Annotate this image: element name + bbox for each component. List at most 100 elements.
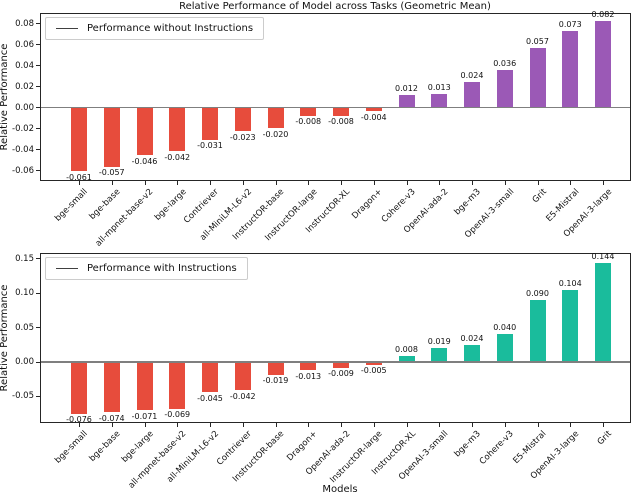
bar <box>365 107 382 112</box>
zero-line <box>41 106 630 109</box>
bar <box>333 107 349 116</box>
bar-value-label: 0.024 <box>460 334 484 344</box>
bar-value-label: -0.042 <box>164 152 191 162</box>
bar <box>71 361 87 414</box>
bar-value-label: -0.045 <box>197 393 223 403</box>
bar-value-label: 0.057 <box>526 36 549 46</box>
bar-value-label: -0.071 <box>131 411 158 421</box>
x-tick <box>406 423 408 427</box>
bar-value-label: 0.082 <box>591 10 615 20</box>
bar-value-label: -0.020 <box>262 129 289 139</box>
plot-area <box>40 13 631 181</box>
bar-value-label: -0.031 <box>197 141 223 151</box>
bar <box>169 107 186 152</box>
y-tick <box>36 292 40 294</box>
bar-value-label: 0.012 <box>395 83 418 93</box>
bar <box>365 361 382 365</box>
x-tick <box>504 181 506 185</box>
x-tick <box>472 423 473 427</box>
bar-value-label: 0.036 <box>493 58 517 68</box>
x-tick <box>439 181 441 185</box>
bar <box>202 361 218 393</box>
y-tick <box>36 361 40 363</box>
x-tick-label: Grit <box>595 429 615 448</box>
x-tick <box>111 423 113 427</box>
y-tick-label: 0.15 <box>15 253 34 264</box>
bar <box>267 361 284 375</box>
y-tick <box>36 65 40 67</box>
bar-value-label: 0.019 <box>427 337 451 347</box>
x-tick-label: Dragon+ <box>285 429 320 464</box>
bar <box>496 334 513 362</box>
y-tick <box>36 170 40 172</box>
x-tick <box>537 423 539 427</box>
x-tick <box>210 181 211 185</box>
bar <box>529 47 546 108</box>
bar <box>529 299 546 362</box>
bar-value-label: 0.144 <box>591 251 615 261</box>
x-tick <box>603 181 604 185</box>
x-tick <box>144 181 146 185</box>
x-tick <box>373 181 375 185</box>
x-tick <box>275 181 277 185</box>
x-tick <box>570 423 572 427</box>
bar-value-label: -0.061 <box>66 172 92 182</box>
y-tick <box>36 107 40 109</box>
x-tick <box>341 181 342 185</box>
bar-value-label: -0.019 <box>262 376 289 386</box>
x-tick <box>341 423 342 427</box>
x-tick <box>177 181 179 185</box>
y-tick <box>36 258 40 260</box>
x-tick-label: bge-base <box>87 429 123 464</box>
x-tick-label: bge-small <box>53 429 91 466</box>
y-tick-label: 0.06 <box>15 39 34 50</box>
bar <box>136 361 153 411</box>
bar <box>398 94 415 108</box>
x-tick <box>308 423 310 427</box>
y-tick <box>36 395 40 397</box>
bar <box>71 107 87 172</box>
bar-value-label: 0.008 <box>395 345 418 355</box>
legend-with-instructions: Performance with Instructions <box>45 257 248 280</box>
bar-value-label: 0.104 <box>558 279 582 289</box>
bar <box>103 361 120 413</box>
legend-line-icon <box>56 268 78 269</box>
bar-value-label: -0.076 <box>66 415 92 425</box>
bar <box>431 93 448 108</box>
x-tick-label: bge-m3 <box>452 429 484 460</box>
x-tick <box>570 181 572 185</box>
y-tick <box>36 128 40 130</box>
x-tick <box>406 181 408 185</box>
y-tick-label: -0.02 <box>12 123 34 134</box>
bar-value-label: -0.013 <box>295 371 322 381</box>
bar <box>234 107 251 132</box>
x-tick <box>373 423 375 427</box>
x-tick <box>111 181 113 185</box>
bar <box>300 361 317 371</box>
x-tick <box>439 423 441 427</box>
bar <box>562 290 579 362</box>
x-tick <box>79 181 80 185</box>
bar-value-label: -0.004 <box>360 112 387 122</box>
x-tick <box>210 423 211 427</box>
bar <box>464 82 480 108</box>
x-tick <box>177 423 179 427</box>
legend-line-icon <box>56 28 78 29</box>
y-tick-label: -0.06 <box>12 165 34 176</box>
x-axis-label: Models <box>322 484 358 495</box>
bar <box>496 69 513 108</box>
bar <box>234 361 251 391</box>
bar-value-label: 0.073 <box>558 19 582 29</box>
x-tick <box>472 181 473 185</box>
bar-value-label: -0.046 <box>131 156 158 166</box>
bar <box>595 21 611 108</box>
x-tick <box>79 423 80 427</box>
bar-value-label: -0.005 <box>360 366 387 376</box>
x-tick-label: Cohere-v3 <box>477 429 516 467</box>
x-tick <box>144 423 146 427</box>
y-tick-label: 0.05 <box>15 322 34 333</box>
bar <box>595 262 611 362</box>
